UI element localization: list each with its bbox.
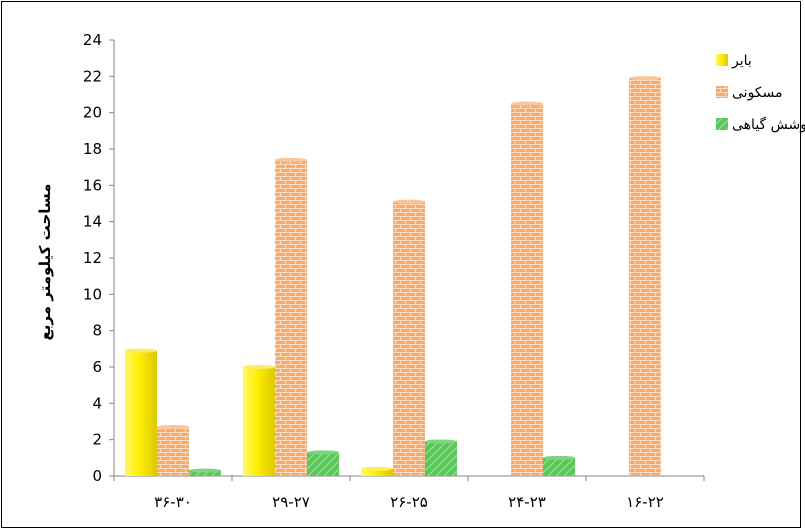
bar-cap xyxy=(511,101,543,106)
bar-2 xyxy=(629,78,661,477)
x-tick-label: ۲۴-۲۳ xyxy=(508,493,546,511)
bar-3 xyxy=(425,441,457,476)
bar-1 xyxy=(361,468,393,476)
bar-cap xyxy=(361,466,393,471)
y-tick-label: 18 xyxy=(83,140,102,158)
bar-2 xyxy=(393,201,425,476)
y-tick-label: 22 xyxy=(83,67,102,85)
legend: بایر مسکونی پوشش گیاهی xyxy=(716,53,805,133)
bar-cap xyxy=(307,450,339,455)
bar-1 xyxy=(243,367,275,476)
bar-3 xyxy=(543,457,575,476)
x-tick-label: ۲۹-۲۷ xyxy=(272,493,310,511)
bar-cap xyxy=(243,365,275,369)
bar-2 xyxy=(157,426,189,476)
x-tick-label: ۳۶-۳۰ xyxy=(154,493,192,511)
bar-2 xyxy=(511,103,543,476)
bar-cap xyxy=(275,157,307,162)
bars xyxy=(125,76,661,477)
y-tick-label: 16 xyxy=(83,176,102,194)
bar-cap xyxy=(393,199,425,204)
bar-cap xyxy=(157,424,189,429)
y-tick-label: 12 xyxy=(83,249,102,267)
bar-3 xyxy=(307,452,339,476)
legend-label: بایر xyxy=(731,53,752,69)
bar-2 xyxy=(275,159,307,476)
y-tick-label: 20 xyxy=(83,104,102,122)
bar-3 xyxy=(189,470,221,476)
y-tick-label: 0 xyxy=(92,467,102,485)
bar-cap xyxy=(425,439,457,444)
legend-label: مسکونی xyxy=(732,85,783,101)
bar-cap xyxy=(543,455,575,460)
legend-swatch xyxy=(716,54,728,66)
bar-cap xyxy=(629,76,661,81)
legend-label: پوشش گیاهی xyxy=(732,116,805,133)
bar-cap xyxy=(125,348,157,353)
bar-1 xyxy=(125,350,157,476)
legend-swatch xyxy=(716,86,728,98)
y-tick-label: 2 xyxy=(92,431,102,449)
y-tick-label: 24 xyxy=(83,31,102,49)
legend-swatch xyxy=(716,118,728,130)
y-tick-label: 6 xyxy=(92,358,102,376)
y-tick-label: 10 xyxy=(83,285,102,303)
y-tick-label: 8 xyxy=(92,322,102,340)
x-tick-label: ۲۶-۲۵ xyxy=(390,493,428,511)
y-axis-title: مساحت کیلومتر مربع xyxy=(36,184,54,341)
y-tick-label: 14 xyxy=(83,213,102,231)
x-tick-label: ۱۶-۲۲ xyxy=(626,493,664,511)
y-tick-label: 4 xyxy=(92,394,102,412)
bar-cap xyxy=(189,468,221,473)
